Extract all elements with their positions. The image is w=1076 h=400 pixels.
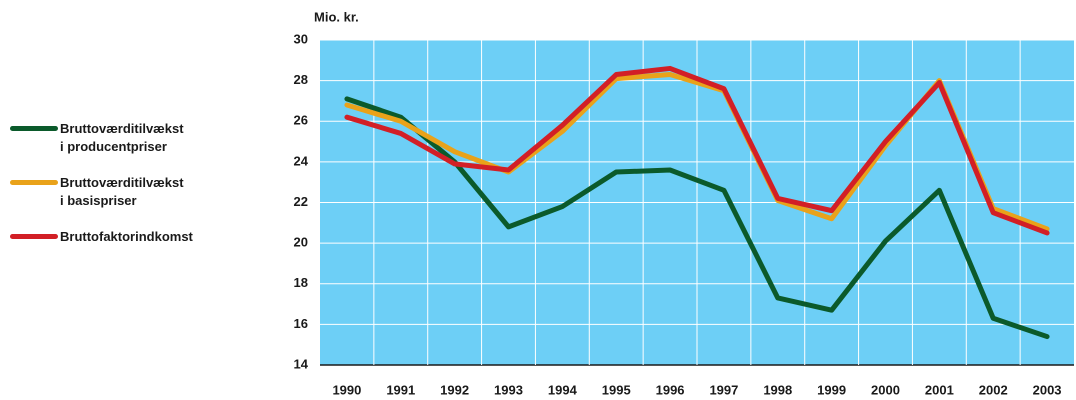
y-tick-label: 16 bbox=[294, 316, 308, 331]
x-tick-label: 1996 bbox=[656, 382, 685, 397]
y-tick-label: 18 bbox=[294, 275, 308, 290]
legend-label: Bruttofaktorindkomst bbox=[60, 229, 193, 244]
legend-item: Bruttoværditilvækst i producentpriser bbox=[10, 120, 193, 156]
x-tick-label: 2001 bbox=[925, 382, 954, 397]
x-tick-label: 2003 bbox=[1033, 382, 1062, 397]
series-line bbox=[344, 65, 1050, 236]
y-tick-label: 26 bbox=[294, 113, 308, 128]
legend: Bruttoværditilvækst i producentpriser Bru… bbox=[10, 120, 193, 264]
legend-label: Bruttoværditilvækst i producentpriser bbox=[60, 121, 184, 154]
legend-item: Bruttofaktorindkomst bbox=[10, 228, 193, 246]
y-tick-label: 22 bbox=[294, 194, 308, 209]
x-tick-label: 1999 bbox=[817, 382, 846, 397]
legend-label: Bruttoværditilvækst i basispriser bbox=[60, 175, 184, 208]
legend-item: Bruttoværditilvækst i basispriser bbox=[10, 174, 193, 210]
y-tick-label: 14 bbox=[294, 356, 309, 371]
y-tick-label: 24 bbox=[294, 153, 309, 168]
x-tick-label: 1993 bbox=[494, 382, 523, 397]
x-tick-label: 1992 bbox=[440, 382, 469, 397]
series-line bbox=[344, 96, 1050, 340]
y-tick-label: 30 bbox=[294, 31, 308, 46]
x-tick-label: 1998 bbox=[763, 382, 792, 397]
x-tick-label: 1990 bbox=[332, 382, 361, 397]
y-tick-label: 28 bbox=[294, 72, 308, 87]
legend-swatch bbox=[10, 180, 58, 185]
x-tick-label: 1991 bbox=[386, 382, 415, 397]
legend-swatch bbox=[10, 234, 58, 239]
y-axis-label: Mio. kr. bbox=[314, 9, 359, 24]
x-tick-label: 2002 bbox=[979, 382, 1008, 397]
y-tick-label: 20 bbox=[294, 235, 308, 250]
x-tick-label: 2000 bbox=[871, 382, 900, 397]
x-tick-label: 1994 bbox=[548, 382, 578, 397]
legend-swatch bbox=[10, 126, 58, 131]
x-tick-label: 1995 bbox=[602, 382, 631, 397]
x-tick-label: 1997 bbox=[709, 382, 738, 397]
